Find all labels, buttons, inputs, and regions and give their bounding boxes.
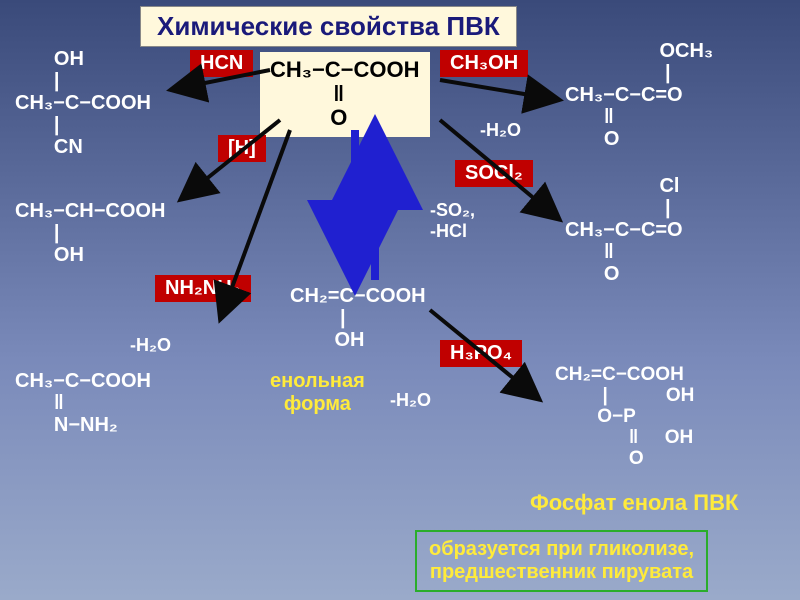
label-phosphate: Фосфат енола ПВК bbox=[530, 490, 738, 516]
reagent-ch3oh: CH₃OH bbox=[440, 50, 528, 77]
central-line2: O bbox=[330, 105, 347, 130]
byproduct-so2-hcl: -SO₂, -HCl bbox=[430, 200, 475, 242]
title: Химические свойства ПВК bbox=[140, 6, 517, 47]
byproduct-h2o-left: -H₂O bbox=[130, 335, 171, 356]
bottom-note: образуется при гликолизе, предшественник… bbox=[415, 530, 708, 592]
prod-socl2: Cl | CH₃−C−C=O ‖ O bbox=[565, 175, 683, 285]
enol-form: CH₂=C−COOH | OH bbox=[290, 285, 426, 351]
reagent-h3po4: H₃PO₄ bbox=[440, 340, 522, 367]
label-enol: енольная форма bbox=[270, 370, 365, 416]
central-molecule: CH₃−C−COOH ‖ O bbox=[260, 52, 430, 137]
reagent-socl2: SOCl₂ bbox=[455, 160, 533, 187]
prod-ch3oh: OCH₃ | CH₃−C−C=O ‖ O bbox=[565, 40, 713, 150]
prod-hcn: OH | CH₃−C−COOH | CN bbox=[15, 48, 151, 158]
prod-h: CH₃−CH−COOH | OH bbox=[15, 200, 165, 266]
byproduct-h2o-top: -H₂O bbox=[480, 120, 521, 141]
title-text: Химические свойства ПВК bbox=[157, 11, 500, 41]
reagent-hcn: HCN bbox=[190, 50, 253, 77]
prod-h3po4: CH₂=C−COOH | OH O−P ‖ OH O bbox=[555, 365, 694, 469]
byproduct-h2o-bot: -H₂O bbox=[390, 390, 431, 411]
reagent-h: [H] bbox=[218, 135, 266, 162]
prod-nh2nh2: CH₃−C−COOH ‖ N−NH₂ bbox=[15, 370, 151, 436]
central-line1: CH₃−C−COOH bbox=[270, 57, 420, 82]
reagent-nh2nh2: NH₂NH₂ bbox=[155, 275, 251, 302]
